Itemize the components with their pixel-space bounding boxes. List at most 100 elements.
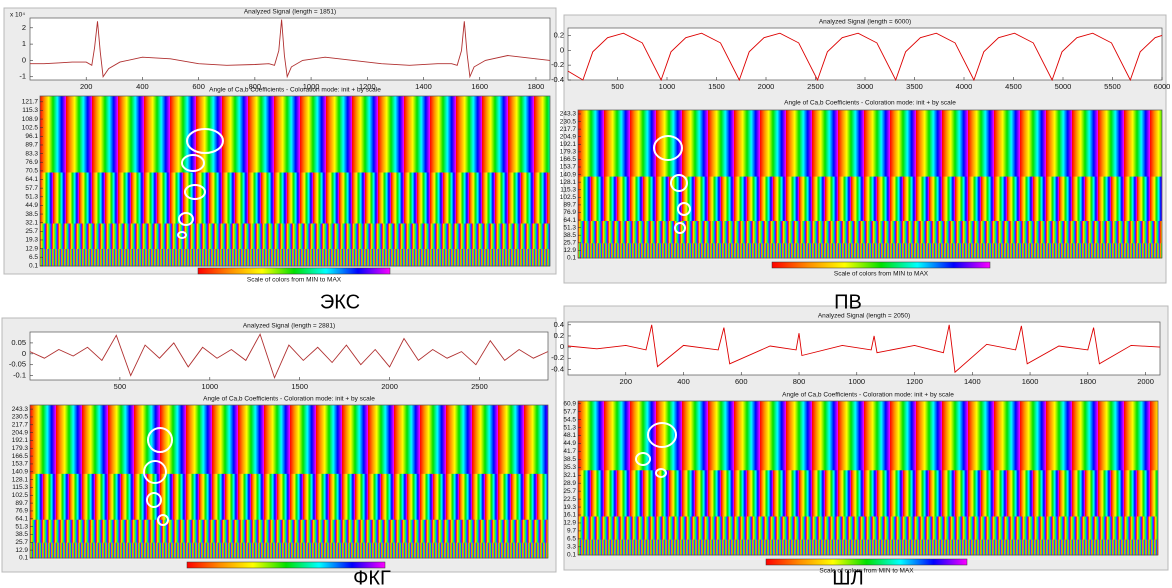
circle-marker <box>670 174 688 192</box>
circle-marker <box>655 468 667 478</box>
x-tick-label: 5000 <box>1055 82 1072 91</box>
colorbar-label: Scale of colors from MIN to MAX <box>819 568 914 575</box>
x-tick-label: 800 <box>249 82 262 91</box>
y-tick-label: 64.1 <box>563 217 576 224</box>
y-scale-label: x 10⁴ <box>10 12 25 19</box>
y-tick-label: 115.3 <box>12 484 28 491</box>
y-tick-label: 166.5 <box>12 453 29 460</box>
x-tick-label: 1400 <box>964 377 981 386</box>
y-tick-label: 192.1 <box>560 141 577 148</box>
y-tick-label: 0.1 <box>19 555 28 562</box>
y-tick-label: 83.3 <box>25 150 38 157</box>
y-tick-label: 153.7 <box>12 461 29 468</box>
scalogram-band <box>40 172 550 224</box>
circle-marker <box>146 492 162 508</box>
y-tick-label: 60.9 <box>563 400 576 407</box>
scalogram-band <box>30 473 548 521</box>
plot-frame <box>29 404 549 559</box>
y-tick-label: 51.3 <box>563 224 576 231</box>
circle-marker <box>677 202 691 216</box>
y-tick-label: 76.9 <box>15 508 28 515</box>
x-tick-label: 3500 <box>906 82 923 91</box>
x-tick-label: 500 <box>611 82 624 91</box>
colorbar <box>771 261 991 269</box>
y-tick-label: 54.5 <box>563 416 576 423</box>
y-tick-label: 243.3 <box>560 111 577 118</box>
circle-marker <box>184 184 206 200</box>
y-tick-label: 25.7 <box>563 488 576 495</box>
x-tick-label: 1600 <box>1022 377 1039 386</box>
y-tick-label: 28.9 <box>563 480 576 487</box>
x-tick-label: 1200 <box>906 377 923 386</box>
y-tick-label: 179.3 <box>560 149 577 156</box>
plot-area <box>29 331 549 381</box>
y-tick-label: 0 <box>560 45 564 54</box>
y-tick-label: 32.1 <box>563 472 576 479</box>
circle-marker <box>653 135 683 161</box>
x-tick-label: 1000 <box>848 377 865 386</box>
circle-marker <box>635 452 651 466</box>
y-tick-label: 38.5 <box>25 211 38 218</box>
y-tick-label: 44.9 <box>25 202 38 209</box>
y-tick-label: -0.05 <box>9 360 26 369</box>
x-tick-label: 4500 <box>1005 82 1022 91</box>
y-tick-label: 102.5 <box>22 124 39 131</box>
x-tick-label: 800 <box>793 377 806 386</box>
y-tick-label: 12.9 <box>25 245 38 252</box>
y-tick-label: 140.9 <box>560 171 577 178</box>
y-tick-label: 64.1 <box>25 176 38 183</box>
circle-marker <box>647 422 677 448</box>
panel-caption: ШЛ <box>832 567 863 588</box>
y-tick-label: -0.4 <box>551 364 564 373</box>
y-tick-label: 6.5 <box>567 536 576 543</box>
panel-caption: ПВ <box>834 291 862 313</box>
y-tick-label: 89.7 <box>25 142 38 149</box>
y-tick-label: 0.1 <box>567 255 576 262</box>
x-tick-label: 1400 <box>415 82 432 91</box>
scalogram-band <box>578 401 1158 471</box>
y-tick-label: 0.05 <box>11 338 26 347</box>
scalogram-band <box>578 243 1162 259</box>
scalogram-band <box>578 221 1162 244</box>
y-tick-label: 38.5 <box>563 456 576 463</box>
y-tick-label: 0 <box>22 349 26 358</box>
y-tick-label: 179.3 <box>12 445 29 452</box>
x-tick-label: 1000 <box>659 82 676 91</box>
circle-marker <box>147 427 173 453</box>
scalogram-band <box>30 519 548 544</box>
x-tick-label: 400 <box>677 377 690 386</box>
chart-title: Analyzed Signal (length = 6000) <box>819 19 911 26</box>
y-tick-label: 115.3 <box>560 186 576 193</box>
y-tick-label: 51.3 <box>15 523 28 530</box>
scalogram-band <box>40 249 550 267</box>
y-tick-label: 108.9 <box>22 116 39 123</box>
chart-title: Analyzed Signal (length = 2050) <box>818 313 910 320</box>
y-tick-label: 96.1 <box>25 133 38 140</box>
scalogram-band <box>30 542 548 559</box>
chart-title: Analyzed Signal (length = 2881) <box>243 323 335 330</box>
y-tick-label: 0.4 <box>554 320 564 329</box>
y-tick-label: 70.5 <box>25 168 38 175</box>
y-tick-label: 12.9 <box>15 547 28 554</box>
y-tick-label: 25.7 <box>15 539 28 546</box>
annotations <box>143 128 691 526</box>
plot-frame <box>577 109 1163 259</box>
y-tick-label: -0.2 <box>551 353 564 362</box>
x-tick-label: 1600 <box>471 82 488 91</box>
y-tick-label: 64.1 <box>15 515 28 522</box>
x-tick-label: 1500 <box>291 382 308 391</box>
y-tick-label: 3.3 <box>567 544 576 551</box>
y-tick-label: 22.5 <box>563 496 576 503</box>
colorbar-label: Scale of colors from MIN to MAX <box>247 277 342 284</box>
circle-marker <box>157 514 169 526</box>
y-tick-label: 35.3 <box>563 464 576 471</box>
chart-title: Angle of Ca,b Coefficients - Coloration … <box>784 100 956 107</box>
scalogram-band <box>578 110 1162 178</box>
scalogram-band <box>578 470 1158 517</box>
y-tick-label: 57.7 <box>25 185 38 192</box>
x-tick-label: 1000 <box>201 382 218 391</box>
x-tick-label: 6000 <box>1154 82 1171 91</box>
panel-caption: ФКГ <box>353 567 391 588</box>
chart-title: Angle of Ca,b Coefficients - Coloration … <box>782 392 954 399</box>
